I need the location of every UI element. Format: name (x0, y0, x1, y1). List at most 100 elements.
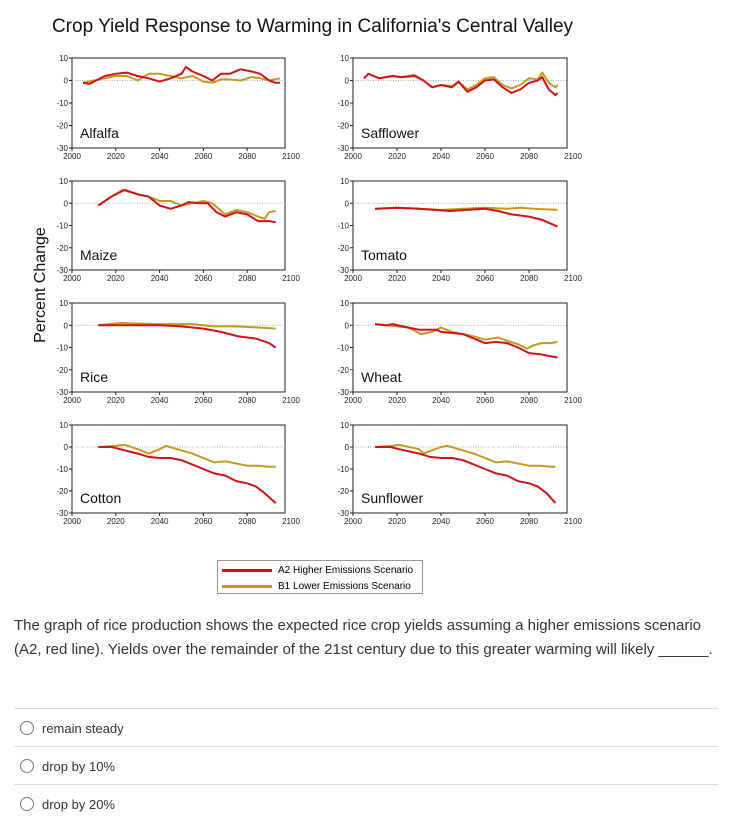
x-tick-label: 2100 (282, 517, 300, 526)
y-tick-label: -10 (337, 465, 349, 474)
series-a2-line (363, 72, 559, 97)
series-b1-line (374, 443, 556, 468)
y-tick-label: -30 (56, 509, 68, 518)
series-a2-line (98, 446, 277, 504)
option-drop-10[interactable]: drop by 10% (14, 746, 718, 785)
y-tick-label: -30 (56, 388, 68, 397)
series-b1-line (98, 443, 276, 468)
y-tick-label: -10 (337, 222, 349, 231)
x-tick-label: 2080 (520, 274, 538, 283)
y-tick-label: 0 (64, 77, 69, 86)
radio-button[interactable] (20, 721, 34, 735)
y-tick-label: 0 (64, 443, 69, 452)
x-tick-label: 2080 (520, 517, 538, 526)
x-tick-label: 2040 (151, 274, 169, 283)
series-b1-line (374, 323, 558, 350)
legend: A2 Higher Emissions Scenario B1 Lower Em… (217, 560, 423, 594)
x-tick-label: 2060 (195, 396, 213, 405)
y-tick-label: -20 (56, 487, 68, 496)
x-tick-label: 2060 (476, 274, 494, 283)
x-tick-label: 2000 (344, 152, 362, 161)
y-axis-label: Percent Change (32, 227, 49, 343)
x-tick-label: 2080 (520, 396, 538, 405)
y-tick-label: 10 (59, 299, 68, 308)
x-tick-label: 2040 (151, 517, 169, 526)
y-tick-label: -10 (56, 99, 68, 108)
legend-label-b1: B1 Lower Emissions Scenario (278, 580, 411, 592)
y-tick-label: -20 (56, 122, 68, 131)
y-tick-label: -20 (337, 122, 349, 131)
x-tick-label: 2100 (282, 396, 300, 405)
y-tick-label: 0 (64, 199, 69, 208)
y-tick-label: 0 (345, 199, 350, 208)
y-tick-label: 0 (345, 443, 350, 452)
x-tick-label: 2020 (388, 517, 406, 526)
y-tick-label: -30 (56, 144, 68, 153)
y-tick-label: 10 (340, 421, 349, 430)
x-tick-label: 2000 (63, 517, 81, 526)
x-tick-label: 2040 (432, 152, 450, 161)
x-tick-label: 2040 (151, 152, 169, 161)
option-label: drop by 10% (42, 758, 115, 774)
x-tick-label: 2000 (344, 517, 362, 526)
x-tick-label: 2020 (388, 152, 406, 161)
panel-label: Safflower (361, 125, 419, 141)
x-tick-label: 2040 (432, 274, 450, 283)
y-tick-label: -10 (56, 344, 68, 353)
x-tick-label: 2020 (107, 152, 125, 161)
y-tick-label: -20 (337, 487, 349, 496)
x-tick-label: 2060 (195, 517, 213, 526)
y-tick-label: -30 (337, 509, 349, 518)
radio-button[interactable] (20, 759, 34, 773)
option-label: remain steady (42, 720, 124, 736)
panel-label: Cotton (80, 490, 121, 506)
x-tick-label: 2100 (564, 396, 582, 405)
x-tick-label: 2100 (564, 517, 582, 526)
chart-title: Crop Yield Response to Warming in Califo… (51, 16, 574, 37)
y-tick-label: 0 (345, 321, 350, 330)
x-tick-label: 2040 (432, 396, 450, 405)
x-tick-label: 2020 (388, 396, 406, 405)
y-tick-label: 0 (345, 77, 350, 86)
y-tick-label: -30 (56, 266, 68, 275)
legend-swatch-a2 (222, 568, 272, 572)
radio-button[interactable] (20, 797, 34, 811)
panel-label: Tomato (361, 247, 407, 263)
panel-label: Alfalfa (80, 125, 119, 141)
option-remain-steady[interactable]: remain steady (14, 708, 718, 747)
x-tick-label: 2080 (238, 274, 256, 283)
legend-swatch-b1 (222, 584, 272, 588)
y-tick-label: 10 (59, 421, 68, 430)
x-tick-label: 2040 (432, 517, 450, 526)
y-tick-label: -10 (337, 99, 349, 108)
y-tick-label: 10 (59, 54, 68, 63)
x-tick-label: 2060 (476, 152, 494, 161)
x-tick-label: 2000 (63, 152, 81, 161)
y-tick-label: -10 (56, 465, 68, 474)
x-tick-label: 2040 (151, 396, 169, 405)
y-tick-label: -30 (337, 144, 349, 153)
x-tick-label: 2060 (195, 152, 213, 161)
series-a2-line (97, 188, 276, 224)
x-tick-label: 2080 (238, 152, 256, 161)
y-tick-label: -20 (337, 244, 349, 253)
panel-label: Wheat (361, 369, 402, 385)
x-tick-label: 2020 (107, 396, 125, 405)
y-tick-label: -30 (337, 266, 349, 275)
series-a2-line (374, 206, 558, 228)
panel-label: Sunflower (361, 490, 424, 506)
x-tick-label: 2060 (476, 396, 494, 405)
x-tick-label: 2100 (282, 152, 300, 161)
x-tick-label: 2000 (63, 396, 81, 405)
legend-label-a2: A2 Higher Emissions Scenario (278, 564, 414, 576)
x-tick-label: 2000 (344, 396, 362, 405)
y-tick-label: -20 (337, 366, 349, 375)
x-tick-label: 2100 (282, 274, 300, 283)
x-tick-label: 2020 (107, 274, 125, 283)
x-tick-label: 2080 (238, 517, 256, 526)
option-drop-20[interactable]: drop by 20% (14, 784, 718, 823)
